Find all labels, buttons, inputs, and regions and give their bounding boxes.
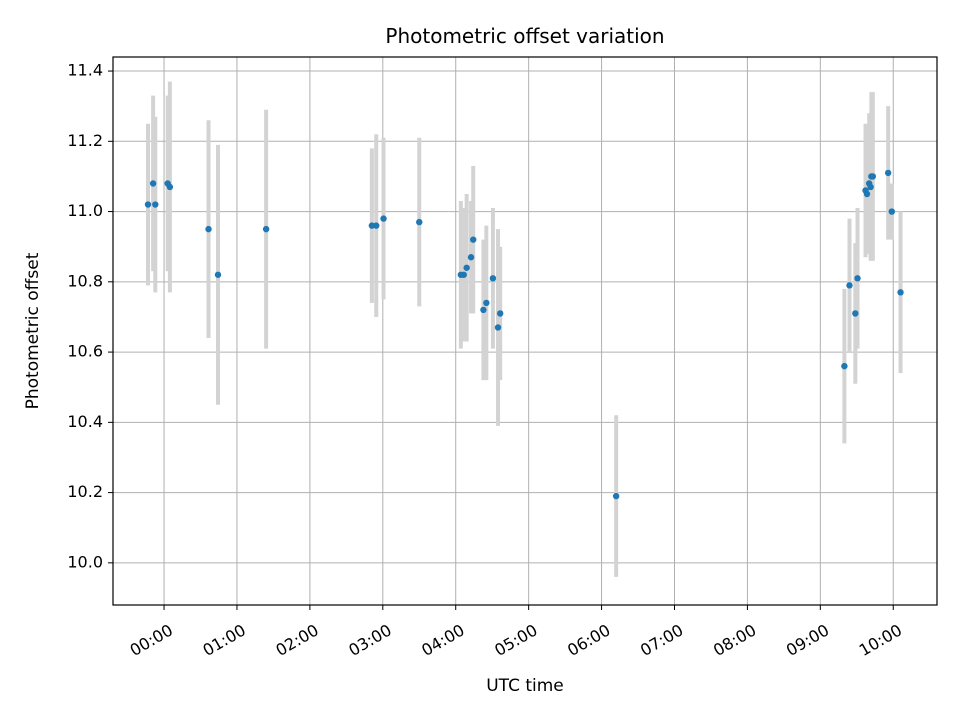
data-point [497, 310, 504, 317]
y-axis-ticks: 10.0 10.2 10.4 10.6 10.8 11.0 11.2 11.4 [67, 61, 113, 571]
data-point [144, 201, 152, 208]
y-tick-label: 10.2 [67, 482, 103, 501]
data-point [152, 201, 159, 208]
data-point [416, 218, 423, 226]
data-point [869, 173, 877, 180]
chart-title: Photometric offset variation [385, 24, 664, 48]
data-point [489, 275, 497, 282]
data-point [863, 190, 871, 198]
data-point [852, 310, 859, 317]
y-tick-label: 10.4 [67, 412, 103, 431]
data-point [149, 180, 157, 187]
data-point [854, 275, 861, 282]
data-point [480, 306, 487, 314]
data-points [144, 169, 904, 500]
data-point [470, 236, 477, 243]
data-point [884, 169, 892, 177]
data-point [841, 362, 848, 370]
data-point [888, 208, 895, 215]
data-point [214, 271, 222, 278]
y-axis-label: Photometric offset [23, 252, 43, 409]
data-point [612, 492, 620, 500]
data-point [846, 282, 853, 289]
y-tick-label: 11.4 [67, 61, 103, 80]
grid [113, 57, 937, 605]
data-point [373, 222, 380, 229]
y-tick-label: 10.0 [67, 552, 103, 571]
data-point [463, 264, 470, 271]
data-point [205, 225, 212, 233]
data-point [262, 225, 270, 233]
data-point [380, 215, 387, 222]
x-axis-label: UTC time [486, 676, 564, 696]
data-point [166, 183, 174, 191]
y-tick-label: 11.0 [67, 201, 103, 220]
data-point [460, 271, 467, 278]
data-point [494, 324, 502, 331]
data-point [368, 222, 376, 229]
y-tick-label: 10.8 [67, 271, 103, 290]
data-point [467, 254, 475, 261]
y-tick-label: 11.2 [67, 131, 103, 150]
plot-frame [112, 56, 938, 606]
y-tick-label: 10.6 [67, 342, 103, 361]
data-point [483, 299, 490, 307]
data-point [867, 183, 874, 191]
data-point [897, 289, 904, 296]
